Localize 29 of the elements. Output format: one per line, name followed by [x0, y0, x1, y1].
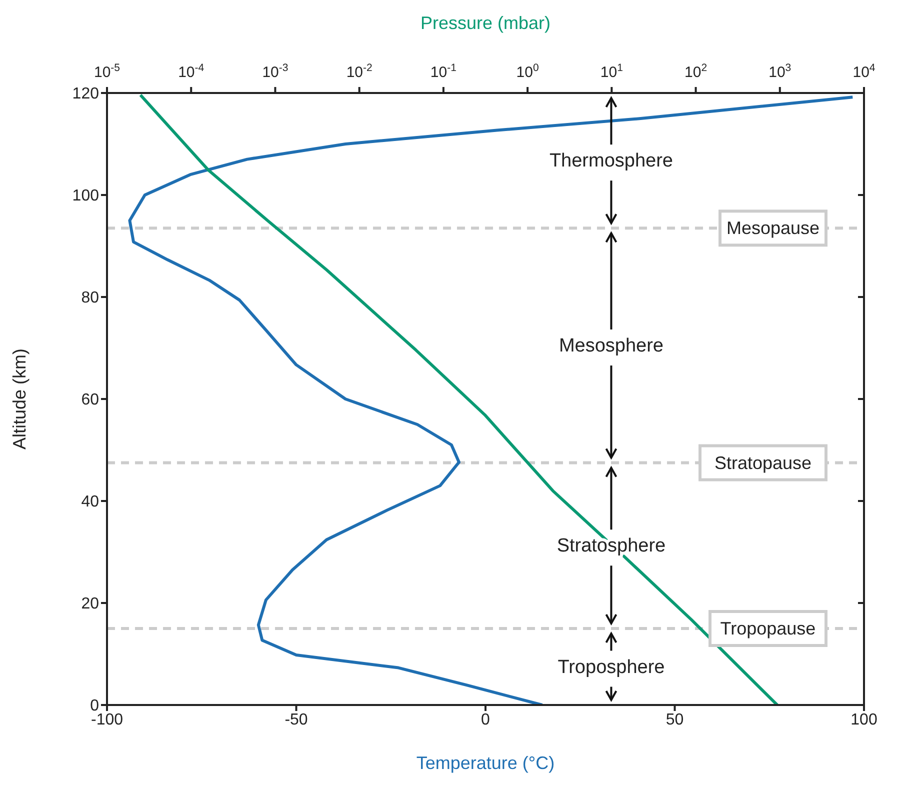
x-tick-label: 0 — [481, 711, 490, 728]
x2-tick-label: 10$^{3}$ — [768, 62, 792, 81]
y-tick-label: 80 — [81, 290, 100, 307]
y-axis-title: Altitude (km) — [9, 348, 30, 450]
x2-tick-label: 10$^{-3}$ — [262, 62, 288, 81]
x2-tick-label: 10$^{-1}$ — [430, 62, 457, 81]
x2-tick-label: 10$^{1}$ — [600, 62, 624, 81]
y-tick-label: 100 — [72, 188, 100, 205]
x-tick-label: 50 — [666, 711, 684, 728]
x-tick-label: -50 — [284, 711, 308, 728]
ref-line-label: Mesopause — [726, 218, 820, 238]
annotation: Mesosphere — [558, 335, 664, 356]
x-tick-label: 100 — [850, 711, 878, 728]
x2-tick-label: 10$^{4}$ — [852, 62, 876, 81]
x2-tick-label: 10$^{2}$ — [684, 62, 708, 81]
ref-line-label: Stratopause — [714, 452, 812, 473]
x2-tick-label: 10$^{-4}$ — [178, 62, 204, 81]
x2-tick-label: 10$^{-2}$ — [346, 62, 372, 81]
x2-tick-label: 10$^{0}$ — [516, 62, 539, 81]
y-tick-label: 40 — [81, 494, 100, 511]
x-axis-title: Temperature (°C) — [416, 753, 555, 773]
x2-axis-title: Pressure (mbar) — [420, 12, 551, 33]
y-tick-label: 20 — [81, 596, 100, 613]
x2-tick-label: 10$^{-5}$ — [94, 62, 120, 81]
annotation: Troposphere — [558, 656, 665, 678]
ref-line-label: Tropopause — [720, 618, 816, 638]
y-tick-label: 60 — [81, 392, 100, 409]
y-tick-label: 120 — [72, 86, 100, 103]
annotation: Thermosphere — [549, 150, 674, 172]
